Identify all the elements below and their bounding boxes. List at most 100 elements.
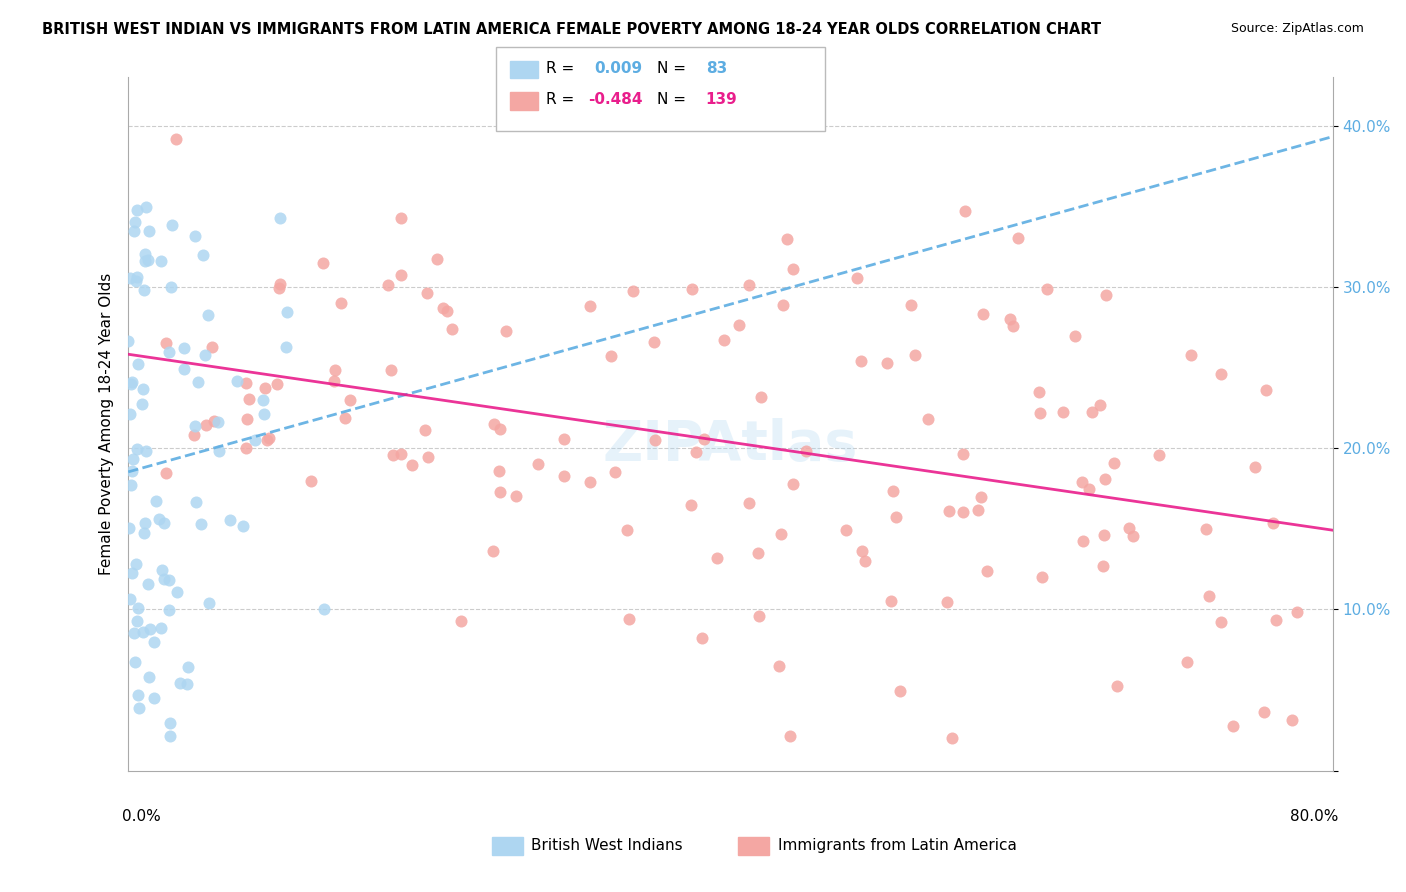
Point — [330, 295, 353, 310]
Point — [118, 521, 141, 535]
Point — [1222, 718, 1244, 732]
Point — [339, 393, 361, 408]
Point — [176, 677, 198, 691]
Point — [690, 632, 713, 646]
Point — [173, 361, 195, 376]
Point — [1175, 655, 1198, 669]
Point — [1211, 367, 1233, 381]
Point — [770, 527, 793, 541]
Point — [254, 381, 277, 395]
Point — [1253, 705, 1275, 719]
Point — [184, 229, 207, 244]
Point — [482, 544, 505, 558]
Point — [256, 433, 278, 447]
Point — [1052, 405, 1074, 419]
Point — [187, 375, 209, 389]
Point — [152, 572, 174, 586]
Point — [389, 447, 412, 461]
Point — [1243, 459, 1265, 474]
Text: Source: ZipAtlas.com: Source: ZipAtlas.com — [1230, 22, 1364, 36]
Point — [1071, 533, 1094, 548]
Point — [605, 465, 627, 479]
Point — [127, 357, 149, 371]
Point — [1031, 570, 1053, 584]
Text: R =: R = — [546, 93, 574, 107]
Point — [135, 200, 157, 214]
Point — [936, 595, 959, 609]
Point — [884, 509, 907, 524]
Point — [159, 603, 181, 617]
Point — [489, 485, 512, 500]
Point — [1286, 605, 1309, 619]
Point — [382, 448, 405, 462]
Point — [880, 594, 903, 608]
Point — [122, 224, 145, 238]
Point — [162, 218, 184, 232]
Point — [851, 543, 873, 558]
Point — [1122, 529, 1144, 543]
Point — [1078, 482, 1101, 496]
Point — [1198, 589, 1220, 603]
Point — [136, 577, 159, 591]
Point — [1261, 516, 1284, 530]
Point — [1281, 713, 1303, 727]
Point — [846, 271, 869, 285]
Point — [134, 516, 156, 530]
Point — [966, 503, 988, 517]
Point — [124, 655, 146, 669]
Point — [616, 523, 638, 537]
Point — [782, 262, 804, 277]
Point — [201, 340, 224, 354]
Point — [440, 322, 463, 336]
Point — [235, 376, 257, 390]
Point — [173, 341, 195, 355]
Point — [122, 452, 145, 467]
Point — [232, 519, 254, 533]
Point — [157, 573, 180, 587]
Point — [955, 203, 977, 218]
Text: BRITISH WEST INDIAN VS IMMIGRANTS FROM LATIN AMERICA FEMALE POVERTY AMONG 18-24 : BRITISH WEST INDIAN VS IMMIGRANTS FROM L… — [42, 22, 1101, 37]
Point — [416, 450, 439, 464]
Point — [195, 418, 218, 433]
Point — [312, 602, 335, 616]
Y-axis label: Female Poverty Among 18-24 Year Olds: Female Poverty Among 18-24 Year Olds — [100, 273, 114, 575]
Point — [579, 299, 602, 313]
Point — [118, 271, 141, 285]
Point — [772, 298, 794, 312]
Point — [269, 281, 291, 295]
Point — [1149, 448, 1171, 462]
Point — [599, 349, 621, 363]
Point — [436, 303, 458, 318]
Point — [166, 585, 188, 599]
Point — [1118, 521, 1140, 535]
Point — [202, 414, 225, 428]
Point — [972, 307, 994, 321]
Point — [1105, 679, 1128, 693]
Point — [727, 318, 749, 332]
Point — [1088, 398, 1111, 412]
Point — [184, 418, 207, 433]
Point — [768, 658, 790, 673]
Point — [579, 475, 602, 489]
Text: N =: N = — [657, 93, 686, 107]
Point — [270, 211, 292, 225]
Point — [120, 591, 142, 606]
Point — [299, 474, 322, 488]
Point — [644, 434, 666, 448]
Point — [952, 447, 974, 461]
Point — [779, 730, 801, 744]
Point — [1256, 383, 1278, 397]
Point — [312, 256, 335, 270]
Point — [169, 676, 191, 690]
Point — [127, 614, 149, 628]
Point — [236, 412, 259, 426]
Point — [322, 374, 344, 388]
Point — [917, 412, 939, 426]
Point — [127, 688, 149, 702]
Point — [191, 248, 214, 262]
Point — [621, 284, 644, 298]
Point — [426, 252, 449, 266]
Point — [150, 621, 173, 635]
Point — [138, 670, 160, 684]
Point — [450, 615, 472, 629]
